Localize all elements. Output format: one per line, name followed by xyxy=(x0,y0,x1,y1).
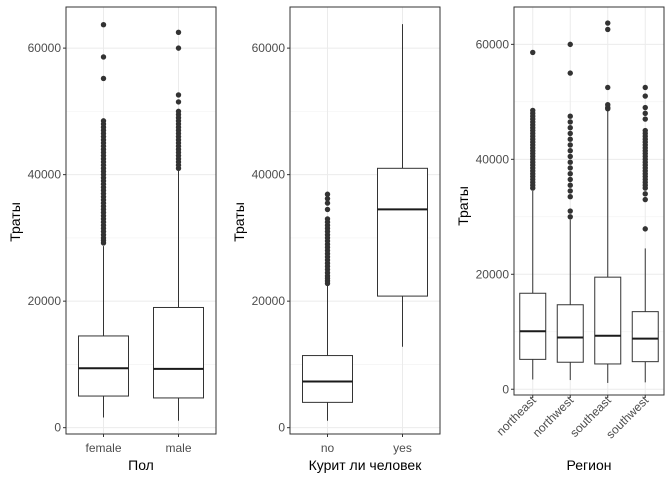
y-tick-label: 60000 xyxy=(252,41,286,55)
outlier-point xyxy=(642,93,648,99)
outlier-point xyxy=(567,130,573,137)
outlier-point xyxy=(642,127,648,134)
y-tick-label: 60000 xyxy=(476,37,510,51)
box-yes xyxy=(377,24,428,347)
panel-sex: Траты Пол 0 20000 40000 60000 female male xyxy=(7,6,217,473)
outlier-point xyxy=(642,191,648,197)
outlier-point xyxy=(175,45,182,51)
outlier-point xyxy=(605,20,611,26)
outlier-point xyxy=(324,216,331,222)
y-tick-label: 0 xyxy=(278,421,285,435)
outlier-point xyxy=(567,70,573,76)
outlier-point xyxy=(642,84,648,91)
y-tick-label: 0 xyxy=(502,382,509,396)
outlier-point xyxy=(175,92,182,98)
x-tick-label: yes xyxy=(393,441,412,455)
outlier-point xyxy=(324,206,331,213)
panel-border xyxy=(65,6,217,435)
panel-smoker: Траты Курит ли человек 0 20000 40000 60000 n… xyxy=(231,6,441,473)
x-tick-label: no xyxy=(321,441,335,455)
outlier-point xyxy=(175,99,182,105)
outlier-point xyxy=(642,196,648,203)
x-axis-title: Пол xyxy=(128,457,154,473)
outlier-point xyxy=(100,118,107,124)
y-axis-title: Траты xyxy=(455,186,471,226)
outlier-point xyxy=(567,188,573,194)
box-iqr xyxy=(519,292,547,360)
y-axis-title: Траты xyxy=(7,202,23,242)
box-no xyxy=(302,191,353,421)
box-southeast xyxy=(594,20,622,383)
outlier-point xyxy=(175,29,182,36)
box-iqr xyxy=(631,311,659,363)
outlier-point xyxy=(567,182,573,188)
outlier-point xyxy=(100,22,107,28)
outlier-point xyxy=(567,153,573,160)
x-tick-label: male xyxy=(165,441,191,455)
outlier-point xyxy=(100,54,107,60)
box-iqr xyxy=(78,335,129,397)
outlier-point xyxy=(530,107,536,114)
y-tick-label: 20000 xyxy=(28,294,62,308)
outlier-point xyxy=(567,113,573,119)
outlier-point xyxy=(324,191,331,197)
outlier-point xyxy=(567,214,573,220)
outlier-point xyxy=(100,75,107,82)
outlier-point xyxy=(567,159,573,165)
outlier-point xyxy=(324,195,331,202)
outlier-point xyxy=(567,142,573,148)
y-tick-label: 40000 xyxy=(252,168,286,182)
outlier-point xyxy=(567,148,573,154)
y-tick-label: 0 xyxy=(54,421,61,435)
box-northwest xyxy=(556,41,584,381)
box-southwest xyxy=(631,84,659,383)
box-iqr xyxy=(302,355,353,403)
outlier-point xyxy=(567,41,573,48)
outlier-point xyxy=(567,136,573,142)
y-axis-title: Траты xyxy=(231,202,247,242)
outlier-point xyxy=(567,119,573,125)
outlier-point xyxy=(175,108,182,115)
outlier-point xyxy=(642,116,648,122)
y-tick-label: 40000 xyxy=(476,152,510,166)
y-tick-label: 60000 xyxy=(28,41,62,55)
box-female xyxy=(78,22,129,418)
box-iqr xyxy=(153,306,204,399)
box-male xyxy=(153,29,204,421)
outlier-point xyxy=(605,102,611,108)
x-axis-title: Регион xyxy=(567,457,612,473)
outlier-point xyxy=(567,125,573,131)
box-iqr xyxy=(594,276,622,365)
outlier-point xyxy=(605,84,611,91)
x-axis-title: Курит ли человек xyxy=(309,457,423,473)
outlier-point xyxy=(567,165,573,171)
box-iqr xyxy=(377,167,428,297)
outlier-point xyxy=(530,49,536,56)
outlier-point xyxy=(642,104,648,111)
outlier-point xyxy=(605,26,611,33)
panel-border xyxy=(289,6,441,435)
outlier-point xyxy=(642,226,648,232)
outlier-point xyxy=(567,193,573,200)
y-tick-label: 20000 xyxy=(476,267,510,281)
y-tick-label: 40000 xyxy=(28,168,62,182)
outlier-point xyxy=(567,208,573,214)
outlier-point xyxy=(567,176,573,183)
outlier-point xyxy=(324,200,331,206)
panel-region: Траты Регион 0200004000060000northeastno… xyxy=(455,6,665,473)
box-iqr xyxy=(556,304,584,363)
x-tick-label: female xyxy=(85,441,121,455)
outlier-point xyxy=(642,110,648,117)
box-northeast xyxy=(519,49,547,380)
outlier-point xyxy=(567,170,573,177)
y-tick-label: 20000 xyxy=(252,294,286,308)
panel-border xyxy=(513,6,665,396)
